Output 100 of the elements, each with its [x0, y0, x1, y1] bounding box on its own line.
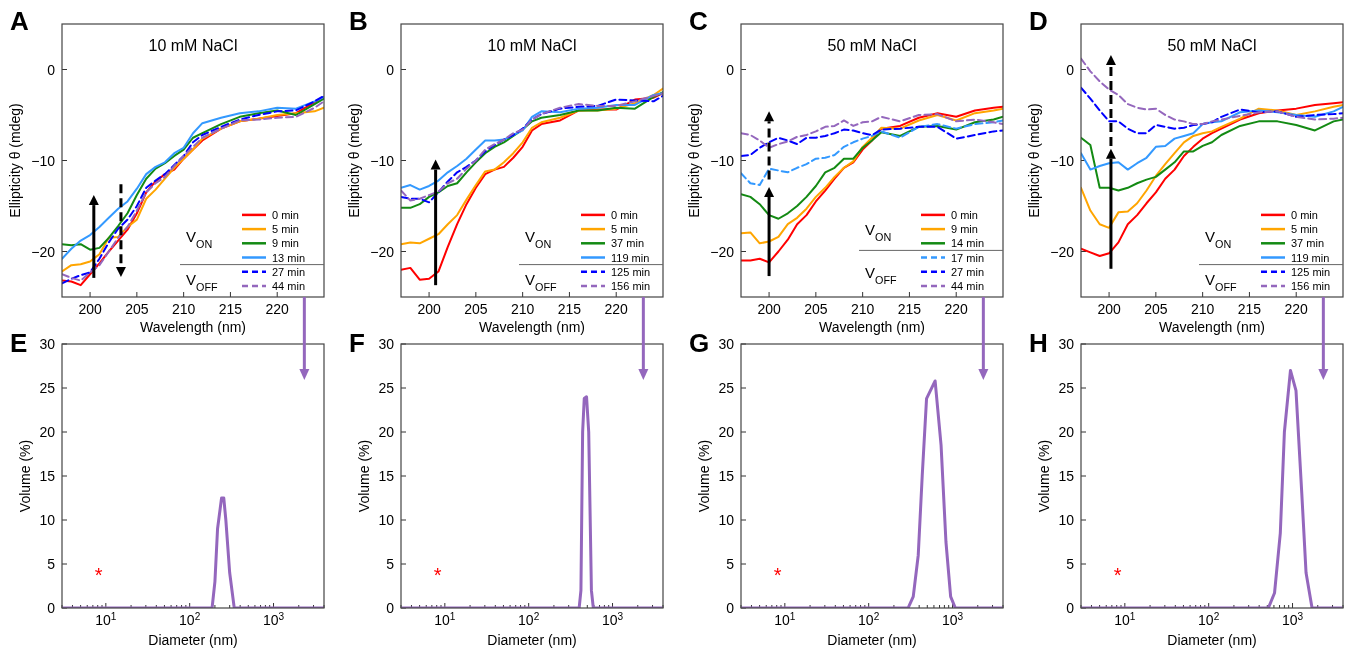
legend-label: 156 min — [1291, 279, 1331, 292]
y-tick-label: 20 — [1058, 424, 1075, 440]
y-tick-label: 15 — [1058, 468, 1075, 484]
legend-label: 44 min — [951, 279, 985, 292]
y-axis-title: Volume (%) — [17, 439, 33, 513]
text: E — [10, 328, 28, 358]
text: H — [1029, 328, 1048, 358]
x-tick-label: 220 — [604, 301, 629, 317]
y-tick-label: 25 — [39, 380, 56, 396]
x-tick-label: 200 — [417, 301, 441, 317]
line-series — [741, 115, 1003, 220]
y-tick-label: 30 — [39, 336, 56, 352]
x-tick-label: 220 — [1284, 301, 1309, 317]
y-tick-label: 10 — [39, 512, 56, 528]
y-tick-label: −10 — [370, 152, 395, 169]
legend-label: 0 min — [272, 208, 299, 221]
y-tick-label: 20 — [718, 424, 735, 440]
legend-label: 27 min — [272, 265, 306, 278]
x-axis-title: Diameter (nm) — [827, 632, 917, 648]
text: D — [1029, 6, 1048, 36]
y-tick-label: 25 — [378, 380, 395, 396]
y-axis-title: Ellipticity θ (mdeg) — [686, 103, 702, 218]
y-tick-label: −10 — [31, 152, 56, 169]
line-series — [1081, 86, 1343, 135]
legend-label: 37 min — [611, 237, 645, 250]
x-axis-title: Wavelength (nm) — [139, 319, 247, 335]
x-tick-label: 10$^{3}$ — [941, 610, 964, 628]
legend-label: 119 min — [1291, 251, 1330, 264]
y-axis-title: Ellipticity θ (mdeg) — [7, 103, 23, 218]
x-tick-label: 215 — [897, 301, 922, 317]
line-series — [1081, 118, 1343, 192]
y-tick-label: −20 — [710, 243, 735, 260]
legend-label: 9 min — [272, 237, 299, 250]
line-series — [741, 119, 1003, 187]
y-tick-label: 0 — [1066, 61, 1075, 78]
line-series — [401, 87, 663, 246]
legend-label: 125 min — [1291, 265, 1331, 278]
x-tick-label: 10$^{3}$ — [601, 610, 624, 628]
legend-label: 13 min — [272, 251, 306, 264]
x-tick-label: 10$^{1}$ — [774, 610, 796, 628]
line-series — [1081, 105, 1343, 171]
y-tick-label: 15 — [718, 468, 735, 484]
x-axis-title: Wavelength (nm) — [818, 319, 926, 335]
text: G — [689, 328, 710, 358]
y-tick-label: 30 — [1058, 336, 1075, 352]
x-tick-label: 205 — [804, 301, 828, 317]
x-tick-label: 10$^{3}$ — [1281, 610, 1304, 628]
x-tick-label: 10$^{1}$ — [434, 610, 456, 628]
legend-label: 14 min — [951, 237, 985, 250]
text: 50 mM NaCl — [827, 37, 917, 54]
x-tick-label: 210 — [1190, 301, 1215, 317]
x-tick-label: 10$^{1}$ — [1114, 610, 1136, 628]
text: A — [10, 6, 29, 36]
annotation: V$_{ON}$ — [1205, 228, 1232, 251]
annotation: V$_{ON}$ — [525, 228, 552, 251]
legend-label: 5 min — [611, 223, 638, 236]
y-tick-label: −20 — [370, 243, 395, 260]
y-tick-label: 5 — [47, 556, 56, 572]
line-series — [741, 113, 1003, 149]
y-axis-title: Volume (%) — [356, 439, 372, 513]
text: C — [689, 6, 708, 36]
x-tick-label: 10$^{2}$ — [518, 610, 540, 628]
y-tick-label: 30 — [378, 336, 395, 352]
y-tick-label: −10 — [710, 152, 735, 169]
annotation: V$_{ON}$ — [865, 221, 892, 244]
y-axis-title: Ellipticity θ (mdeg) — [1026, 103, 1042, 218]
x-tick-label: 210 — [850, 301, 875, 317]
y-tick-label: 25 — [1058, 380, 1075, 396]
x-tick-label: 215 — [218, 301, 243, 317]
annotation: * — [1113, 563, 1122, 586]
x-tick-label: 210 — [171, 301, 196, 317]
y-tick-label: 5 — [1066, 556, 1075, 572]
y-tick-label: −20 — [1050, 243, 1075, 260]
x-axis-title: Wavelength (nm) — [478, 319, 586, 335]
text: 10 mM NaCl — [487, 37, 577, 54]
line-series — [741, 125, 1003, 157]
y-tick-label: 10 — [718, 512, 735, 528]
y-tick-label: 0 — [726, 61, 735, 78]
legend-label: 37 min — [1291, 237, 1325, 250]
line-series — [1081, 57, 1343, 126]
y-axis-title: Volume (%) — [696, 439, 712, 513]
annotation: V$_{ON}$ — [186, 228, 213, 251]
y-tick-label: 15 — [39, 468, 56, 484]
y-tick-label: 20 — [39, 424, 56, 440]
y-tick-label: 25 — [718, 380, 735, 396]
text: B — [349, 6, 368, 36]
y-axis-title: Volume (%) — [1036, 439, 1052, 513]
legend-label: 119 min — [611, 251, 650, 264]
annotation: * — [433, 563, 442, 586]
x-tick-label: 200 — [1097, 301, 1121, 317]
x-tick-label: 220 — [265, 301, 290, 317]
text: F — [349, 328, 365, 358]
x-tick-label: 10$^{2}$ — [1198, 610, 1220, 628]
y-tick-label: 5 — [726, 556, 735, 572]
x-tick-label: 10$^{2}$ — [179, 610, 201, 628]
y-tick-label: 0 — [386, 61, 395, 78]
y-tick-label: 10 — [378, 512, 395, 528]
x-tick-label: 215 — [1237, 301, 1262, 317]
annotation: V$_{OFF}$ — [186, 270, 219, 293]
y-tick-label: 0 — [726, 600, 735, 616]
